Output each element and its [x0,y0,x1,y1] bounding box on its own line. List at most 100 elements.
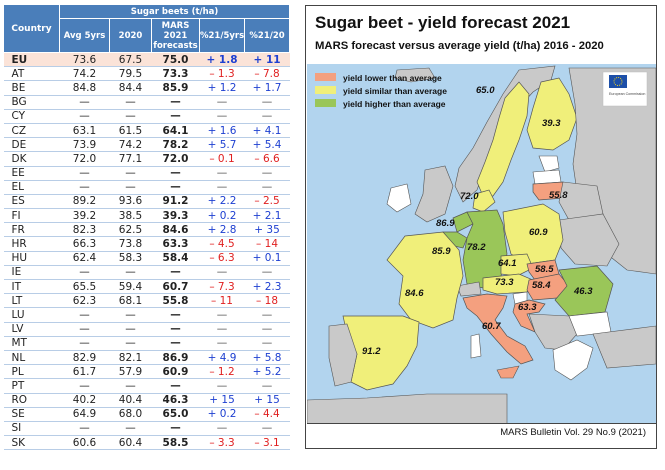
cell-pct-5yrs: — [199,95,245,110]
cell-pct-5yrs: – 3.3 [199,435,245,451]
greece-shape [552,339,594,381]
value-label-dk: 72.0 [460,191,479,202]
cell-country: NL [3,350,60,366]
cell-forecast: 60.9 [151,364,200,380]
cell-pct-5yrs: + 0.2 [199,407,245,422]
croatia-shape [512,299,546,333]
cell-forecast: 75.0 [151,52,200,68]
legend-swatch-lower [315,73,336,81]
cell-forecast: — [151,421,200,437]
cell-country: RO [3,393,60,408]
cell-avg5yrs: 62.3 [59,293,110,309]
cell-pct-5yrs: – 0.1 [199,151,245,167]
cell-pct-5yrs: — [199,109,245,124]
cell-avg5yrs: 72.0 [59,151,110,167]
cell-forecast: 58.4 [151,251,200,266]
table-row: AT 74.2 79.5 73.3– 1.3– 7.8 [3,66,290,82]
cell-avg5yrs: 74.2 [59,66,110,82]
cell-country: IT [3,279,60,295]
map-source: MARS Bulletin Vol. 29 No.9 (2021) [500,427,646,438]
cell-avg5yrs: — [59,307,110,323]
table-row: RO 40.2 40.4 46.3 + 15 + 15 [3,393,290,408]
cell-country: CZ [3,123,60,139]
cell-avg5yrs: — [59,265,110,281]
table-row: DE 73.9 74.2 78.2 + 5.7 + 5.4 [3,137,290,153]
table-row: EL — — — — — [3,180,290,195]
table-row: DK 72.0 77.1 72.0– 0.1– 6.6 [3,151,290,167]
table-row: CY — — — — — [3,109,290,124]
cell-avg5yrs: 82.3 [59,222,110,238]
cell-pct-5yrs: + 2.8 [199,222,245,238]
cell-avg5yrs: 64.9 [59,407,110,422]
col-pct-2020-header: %21/20 [243,18,291,53]
table-row: IE — — — — — [3,265,290,281]
table-row: LU — — — — — [3,307,290,323]
cell-forecast: — [151,95,200,110]
value-label-cz: 64.1 [498,258,517,269]
table-row: EU 73.6 67.5 75.0 + 1.8 + 11 [3,52,290,68]
yield-table: Country Sugar beets (t/ha) Avg 5yrs 2020… [3,4,291,451]
belarus-shape [558,181,604,221]
table-row: PL 61.7 57.9 60.9– 1.2 + 5.2 [3,364,290,380]
col-2020-header: 2020 [109,18,152,53]
cell-pct-5yrs: — [199,322,245,337]
map-legend: yield lower than average yield similar t… [315,73,447,109]
cell-country: EE [3,166,60,181]
table-row: NL 82.9 82.1 86.9 + 4.9 + 5.8 [3,350,290,366]
cell-2020: 84.4 [109,80,152,96]
cell-avg5yrs: 40.2 [59,393,110,408]
legend-swatch-higher [315,99,336,107]
cell-forecast: 39.3 [151,208,200,224]
cell-pct-5yrs: + 15 [199,393,245,408]
cell-forecast: — [151,336,200,351]
cell-pct-2020: – 18 [244,293,290,309]
table-row: IT 65.5 59.4 60.7– 7.3 + 2.3 [3,279,290,295]
cell-pct-2020: – 14 [244,236,290,252]
cell-avg5yrs: 89.2 [59,194,110,210]
iceland-shape [394,67,436,83]
switzerland-shape [456,281,482,297]
cell-2020: 38.5 [109,208,152,224]
cell-2020: — [109,421,152,437]
cell-pct-2020: — [244,307,290,323]
value-label-lt: 55.8 [549,190,568,201]
cell-avg5yrs: 63.1 [59,123,110,139]
cell-2020: — [109,180,152,195]
cell-forecast: — [151,322,200,337]
cell-pct-5yrs: – 4.5 [199,236,245,252]
value-label-at: 73.3 [495,277,514,288]
value-label-hu: 58.4 [532,280,551,291]
cell-pct-5yrs: + 5.7 [199,137,245,153]
cell-pct-2020: — [244,180,290,195]
cell-forecast: 73.3 [151,66,200,82]
cell-2020: 61.5 [109,123,152,139]
ireland-shape [386,183,412,213]
cell-country: PT [3,378,60,394]
value-label-ro: 46.3 [573,286,593,297]
czechia-shape [500,253,534,277]
cell-pct-2020: + 2.3 [244,279,290,295]
cell-2020: 73.8 [109,236,152,252]
cell-country: ES [3,194,60,210]
cell-2020: 68.0 [109,407,152,422]
cell-avg5yrs: — [59,322,110,337]
cell-avg5yrs: 62.4 [59,251,110,266]
cell-avg5yrs: 84.8 [59,80,110,96]
eu-stars-icon [613,77,623,86]
cell-forecast: — [151,265,200,281]
table-body: EU 73.6 67.5 75.0 + 1.8 + 11 AT 74.2 79.5 73.3– 1… [3,52,290,451]
cell-forecast: — [151,180,200,195]
finland-shape [526,77,578,151]
cell-country: PL [3,364,60,380]
table-row: LT 62.3 68.1 55.8– 11– 18 [3,293,290,309]
cell-forecast: 55.8 [151,293,200,309]
cell-avg5yrs: — [59,95,110,110]
cell-pct-2020: — [244,322,290,337]
cell-country: FR [3,222,60,238]
table-row: MT — — — — — [3,336,290,351]
cell-2020: 77.1 [109,151,152,167]
cell-2020: 67.5 [109,52,152,68]
cell-2020: 57.9 [109,364,152,380]
lithuania-shape [532,181,564,201]
cell-pct-5yrs: + 1.6 [199,123,245,139]
